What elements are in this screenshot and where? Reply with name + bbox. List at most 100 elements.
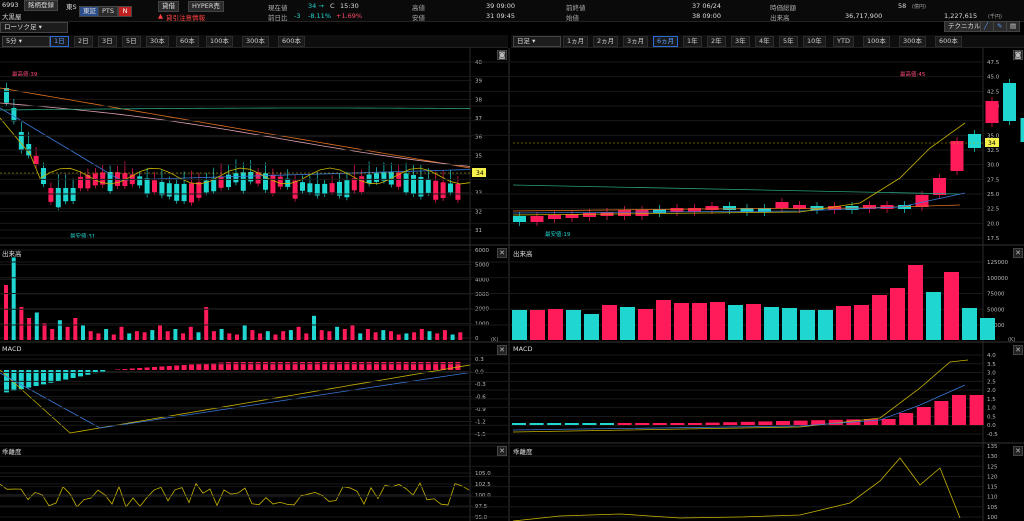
edit-icon[interactable]: ✎ [993,21,1007,32]
tick-label: 40 [475,60,482,66]
volume-bar [818,310,833,340]
period-tab[interactable]: 2ヵ月 [593,36,619,47]
macd-bar [33,370,39,386]
macd-bar [635,423,650,425]
open-label: 始値 [566,14,579,22]
macd-bar [270,362,276,370]
close-flag: C [330,2,335,10]
macd-bar [512,423,526,425]
macd-bar [652,423,667,425]
macd-bar [92,370,98,374]
period-tab[interactable]: 10年 [803,36,826,47]
macd-bar [828,419,843,425]
close-icon[interactable]: ✕ [1013,248,1023,258]
tick-label: 42.5 [987,89,1000,95]
period-tab[interactable]: 2年 [707,36,726,47]
right-interval-select[interactable]: 日足 ▾ [513,36,561,47]
macd-bar [322,362,328,370]
period-tab[interactable]: 300本 [242,36,269,47]
macd-bar [218,362,224,370]
period-tab[interactable]: 5日 [122,36,141,47]
period-tab[interactable]: 600本 [935,36,962,47]
market-cap-value: 58 [898,2,907,10]
period-tab[interactable]: 3ヵ月 [623,36,649,47]
volume-bar [50,329,55,340]
volume-bar [196,332,201,340]
period-tab[interactable]: 60本 [176,36,199,47]
close-icon[interactable]: ✕ [497,248,507,258]
volume-bar [319,330,324,340]
tick-label: 45.0 [987,75,1000,81]
tick-label: 32.5 [987,148,1000,154]
period-tab[interactable]: 1ヵ月 [563,36,589,47]
period-tab[interactable]: 1年 [683,36,702,47]
volume-bar [65,326,70,340]
hyper-sell-button[interactable]: HYPER売 [188,1,224,12]
left-deviation-title: 乖離度 [2,448,22,456]
low-marker: 最安値:19 [545,230,571,238]
series-line [512,192,966,214]
chart-type-select[interactable]: ローソク足 ▾ [0,22,68,33]
layout-icon[interactable]: ▤ [1006,21,1020,32]
period-tab[interactable]: 4年 [755,36,774,47]
period-tab[interactable]: 1日 [50,36,69,47]
volume-bar [150,330,155,340]
volume-bar [281,331,286,340]
low-value: 31 09:45 [486,12,516,20]
watchlist-register-button[interactable]: 銘柄登録 [24,0,58,11]
margin-button[interactable]: 貸借 [158,1,179,12]
macd-bar [255,362,261,370]
prev-close-label: 前終値 [566,4,586,12]
volume-bar [638,309,653,340]
period-tab[interactable]: 600本 [278,36,305,47]
period-tab[interactable]: 30本 [146,36,169,47]
close-icon[interactable]: ✕ [497,446,507,456]
period-tab[interactable]: 3日 [98,36,117,47]
tick-label: 35 [475,153,482,159]
period-tab[interactable]: 100本 [863,36,890,47]
camera-icon[interactable]: ◙ [1013,50,1023,60]
volume-bar [710,302,725,340]
close-icon[interactable]: ✕ [497,345,507,355]
period-tab[interactable]: 6ヵ月 [653,36,679,47]
close-icon[interactable]: ✕ [1013,345,1023,355]
period-tab[interactable]: 3年 [731,36,750,47]
tick-label: 95.0 [475,515,488,521]
tick-label: 0.0 [987,423,996,429]
volume-bar [27,318,32,340]
macd-bar [285,362,291,370]
news-icon[interactable]: N [118,6,132,17]
price-tag [472,168,486,177]
macd-bar [899,413,914,425]
macd-bar [359,362,365,370]
macd-bar [374,362,379,370]
macd-bar [196,364,202,370]
left-macd-title: MACD [2,345,22,353]
camera-icon[interactable]: ◙ [497,50,507,60]
technical-button[interactable]: テクニカル [944,21,985,32]
draw-line-icon[interactable]: ╱ [980,21,994,32]
exchange-button[interactable]: 東証 [79,6,100,17]
macd-bar [351,362,357,370]
period-tab[interactable]: 100本 [206,36,233,47]
macd-bar [740,421,755,425]
tick-label: 36 [475,135,482,141]
macd-bar [388,362,394,370]
macd-bar [425,362,431,370]
price-tag-label: 34 [476,170,484,177]
volume-bar [365,329,370,340]
close-icon[interactable]: ✕ [1013,446,1023,456]
pts-button[interactable]: PTS [98,6,119,17]
left-interval-select[interactable]: 5分 ▾ [2,36,50,47]
period-tab[interactable]: 5年 [779,36,798,47]
period-tab[interactable]: 2日 [74,36,93,47]
tick-label: 39 [475,79,482,85]
high-marker: 最高値:39 [12,70,38,78]
macd-bar [758,421,773,425]
period-tab[interactable]: 300本 [899,36,926,47]
tick-label: 50000 [987,307,1005,313]
left-volume-chart: 6000500040003000200010000 [0,248,489,342]
macd-bar [122,369,128,370]
period-tab[interactable]: YTD [833,36,854,47]
open-value: 38 09:00 [692,12,722,20]
